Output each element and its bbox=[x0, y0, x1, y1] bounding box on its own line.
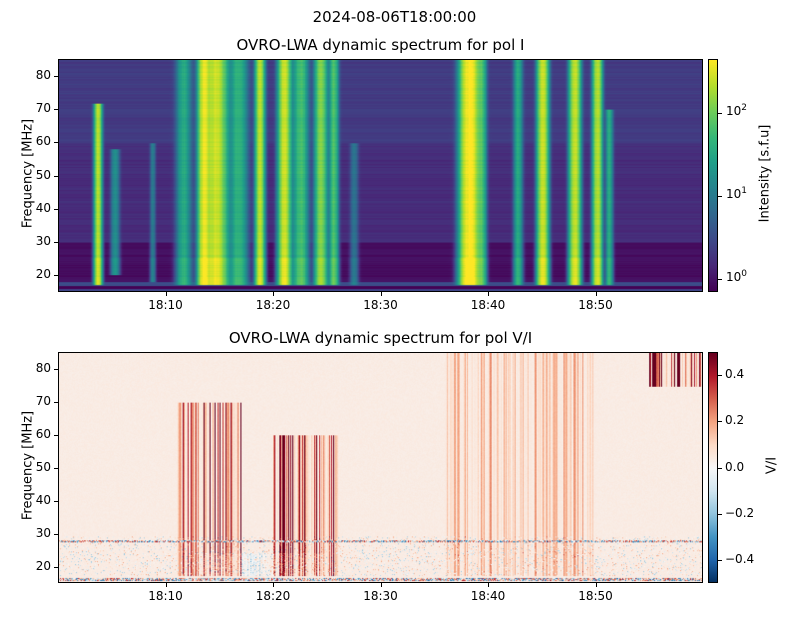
x-tick-label: 18:30 bbox=[363, 589, 398, 603]
colorbar-tick-label: −0.4 bbox=[725, 551, 755, 566]
x-tick-mark bbox=[488, 583, 489, 587]
y-tick-mark bbox=[54, 500, 58, 502]
colorbar-tick-label: 0.0 bbox=[725, 459, 745, 474]
colorbar-tick-mark bbox=[718, 421, 722, 423]
colorbar-tick-mark bbox=[718, 375, 722, 377]
x-tick-label: 18:20 bbox=[255, 589, 291, 603]
y-tick-label: 70 bbox=[35, 393, 51, 408]
colorbar-tick-label: 102 bbox=[726, 103, 748, 119]
x-tick-mark bbox=[380, 292, 382, 296]
y-tick-mark bbox=[54, 208, 58, 210]
x-tick-label: 18:20 bbox=[255, 298, 291, 312]
colorbar-tick-mark bbox=[718, 113, 722, 115]
vi-colorbar-label: V/I bbox=[764, 456, 780, 475]
y-tick-mark bbox=[54, 566, 58, 568]
colorbar-tick-label: 101 bbox=[726, 186, 748, 202]
x-tick-mark bbox=[273, 292, 274, 296]
y-tick-mark bbox=[54, 275, 58, 277]
x-tick-mark bbox=[488, 292, 489, 296]
x-tick-mark bbox=[595, 292, 597, 296]
colorbar-tick-label: 0.4 bbox=[725, 367, 745, 382]
vi-spectrogram bbox=[58, 352, 703, 583]
y-tick-label: 40 bbox=[35, 492, 51, 507]
colorbar-tick-mark bbox=[718, 467, 722, 469]
y-tick-mark bbox=[54, 142, 58, 144]
vi-colorbar bbox=[708, 352, 718, 583]
colorbar-tick-label: 0.2 bbox=[725, 413, 745, 428]
y-tick-mark bbox=[54, 108, 58, 110]
panel-i-title: OVRO-LWA dynamic spectrum for pol I bbox=[236, 36, 525, 54]
x-tick-label: 18:10 bbox=[148, 298, 183, 312]
x-tick-label: 18:40 bbox=[470, 298, 506, 312]
figure-title: 2024-08-06T18:00:00 bbox=[312, 8, 477, 26]
stokes-i-spectrogram bbox=[58, 59, 703, 292]
x-tick-mark bbox=[380, 583, 382, 587]
x-tick-mark bbox=[165, 292, 167, 296]
panel-vi-title: OVRO-LWA dynamic spectrum for pol V/I bbox=[228, 329, 533, 347]
x-tick-label: 18:50 bbox=[578, 589, 613, 603]
x-tick-mark bbox=[165, 583, 167, 587]
y-tick-mark bbox=[54, 175, 58, 177]
colorbar-tick-label: −0.2 bbox=[725, 505, 755, 520]
x-tick-mark bbox=[595, 583, 597, 587]
x-tick-label: 18:50 bbox=[578, 298, 613, 312]
intensity-colorbar bbox=[708, 59, 718, 292]
y-tick-label: 70 bbox=[35, 100, 51, 115]
y-tick-label: 50 bbox=[35, 167, 51, 182]
y-tick-label: 30 bbox=[35, 234, 51, 249]
x-tick-label: 18:40 bbox=[470, 589, 506, 603]
y-tick-label: 80 bbox=[35, 67, 51, 82]
y-tick-mark bbox=[54, 242, 58, 244]
y-tick-mark bbox=[54, 401, 58, 403]
colorbar-tick-mark bbox=[718, 559, 722, 561]
y-tick-mark bbox=[54, 368, 58, 370]
intensity-colorbar-label: Intensity [s.f.u] bbox=[757, 124, 773, 223]
y-tick-label: 80 bbox=[35, 360, 51, 375]
y-tick-label: 20 bbox=[35, 267, 51, 282]
x-tick-label: 18:10 bbox=[148, 589, 183, 603]
y-tick-mark bbox=[54, 434, 58, 436]
y-tick-label: 50 bbox=[35, 459, 51, 474]
x-tick-mark bbox=[273, 583, 274, 587]
colorbar-tick-mark bbox=[718, 513, 722, 515]
colorbar-tick-mark bbox=[718, 196, 722, 198]
y-tick-mark bbox=[54, 533, 58, 535]
colorbar-tick-mark bbox=[718, 279, 722, 281]
y-tick-label: 40 bbox=[35, 200, 51, 215]
y-tick-mark bbox=[54, 75, 58, 77]
x-tick-label: 18:30 bbox=[363, 298, 398, 312]
y-tick-label: 30 bbox=[35, 525, 51, 540]
colorbar-tick-label: 100 bbox=[726, 269, 748, 285]
y-tick-label: 60 bbox=[35, 134, 51, 149]
y-tick-label: 20 bbox=[35, 558, 51, 573]
y-tick-label: 60 bbox=[35, 426, 51, 441]
y-tick-mark bbox=[54, 467, 58, 469]
